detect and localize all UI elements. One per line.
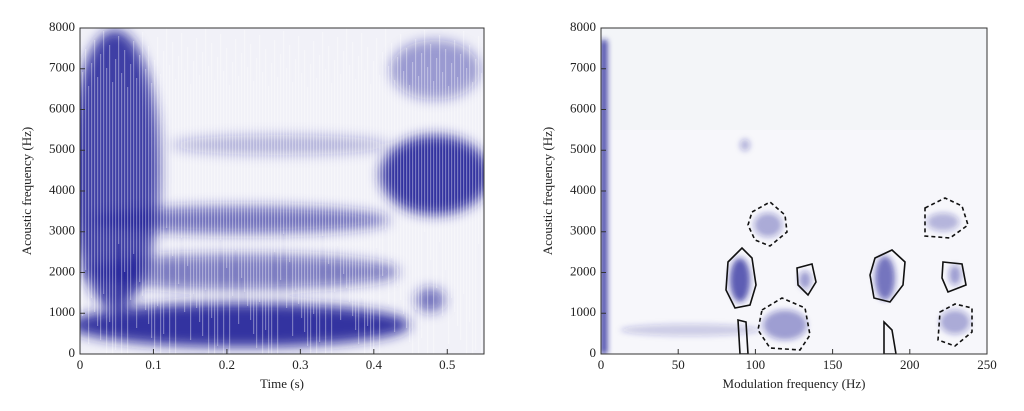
x-tick-label: 0 (598, 357, 605, 372)
y-axis-label: Acoustic frequency (Hz) (540, 127, 555, 256)
x-tick-label: 0.3 (292, 357, 308, 372)
spectrogram-texture (80, 28, 484, 354)
x-tick-label: 0.1 (145, 357, 161, 372)
y-tick-label: 2000 (49, 263, 75, 278)
y-tick-label: 7000 (570, 60, 596, 75)
modulation-texture (601, 28, 987, 354)
y-tick-label: 6000 (49, 100, 75, 115)
x-tick-label: 50 (672, 357, 685, 372)
y-tick-label: 5000 (49, 141, 75, 156)
y-tick-label: 2000 (570, 263, 596, 278)
x-tick-label: 250 (977, 357, 997, 372)
x-tick-label: 100 (746, 357, 766, 372)
y-tick-label: 0 (590, 345, 597, 360)
y-axis-label: Acoustic frequency (Hz) (19, 127, 34, 256)
y-tick-label: 1000 (570, 304, 596, 319)
y-tick-label: 3000 (49, 223, 75, 238)
x-tick-label: 0.2 (219, 357, 235, 372)
x-tick-label: 0 (77, 357, 84, 372)
x-axis-label: Time (s) (260, 376, 304, 391)
y-tick-label: 4000 (49, 182, 75, 197)
x-tick-label: 200 (900, 357, 920, 372)
y-tick-label: 8000 (49, 19, 75, 34)
x-axis-label: Modulation frequency (Hz) (723, 376, 866, 391)
x-tick-label: 0.4 (366, 357, 383, 372)
y-tick-label: 1000 (49, 304, 75, 319)
x-tick-label: 150 (823, 357, 843, 372)
y-tick-label: 6000 (570, 100, 596, 115)
y-tick-label: 0 (69, 345, 76, 360)
x-tick-label: 0.5 (439, 357, 455, 372)
y-tick-label: 7000 (49, 60, 75, 75)
y-tick-label: 3000 (570, 223, 596, 238)
y-tick-label: 5000 (570, 141, 596, 156)
y-tick-label: 8000 (570, 19, 596, 34)
y-tick-label: 4000 (570, 182, 596, 197)
